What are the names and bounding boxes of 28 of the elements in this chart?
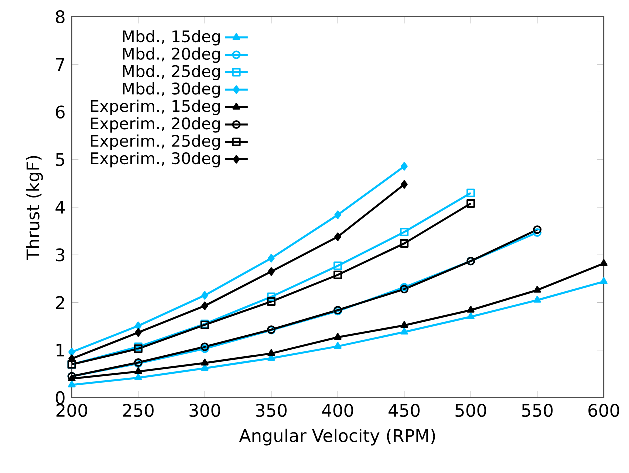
x-tick-label: 400	[322, 404, 354, 418]
legend-label: Mbd., 20deg	[123, 48, 220, 64]
x-tick-label: 250	[123, 404, 154, 418]
y-tick-label: 3	[56, 248, 65, 262]
y-tick-label: 7	[56, 58, 64, 71]
x-tick-label: 550	[522, 404, 553, 418]
y-tick-label: 0	[56, 391, 65, 405]
x-tick-label: 350	[256, 404, 287, 418]
x-tick-label: 450	[388, 404, 420, 418]
legend-label: Experim., 30deg	[91, 152, 220, 168]
y-tick-label: 5	[56, 153, 64, 166]
y-tick-label: 8	[56, 10, 65, 24]
legend-label: Experim., 20deg	[91, 117, 220, 133]
x-tick-label: 300	[190, 404, 220, 418]
legend-label: Mbd., 30deg	[123, 82, 220, 98]
y-tick-label: 1	[56, 344, 64, 357]
x-tick-label: 500	[456, 404, 486, 418]
x-axis-title: Angular Velocity (RPM)	[239, 428, 436, 446]
x-tick-label: 200	[56, 404, 88, 418]
x-tick-label: 600	[588, 404, 620, 418]
y-axis-title: Thrust (kgF)	[26, 156, 44, 260]
y-tick-label: 6	[56, 106, 65, 119]
legend-label: Experim., 15deg	[91, 100, 220, 116]
y-tick-label: 2	[56, 296, 64, 310]
legend-label: Experim., 25deg	[91, 134, 220, 150]
y-tick-label: 4	[56, 201, 65, 214]
legend-label: Mbd., 15deg	[123, 30, 220, 46]
legend-label: Mbd., 25deg	[123, 65, 220, 81]
